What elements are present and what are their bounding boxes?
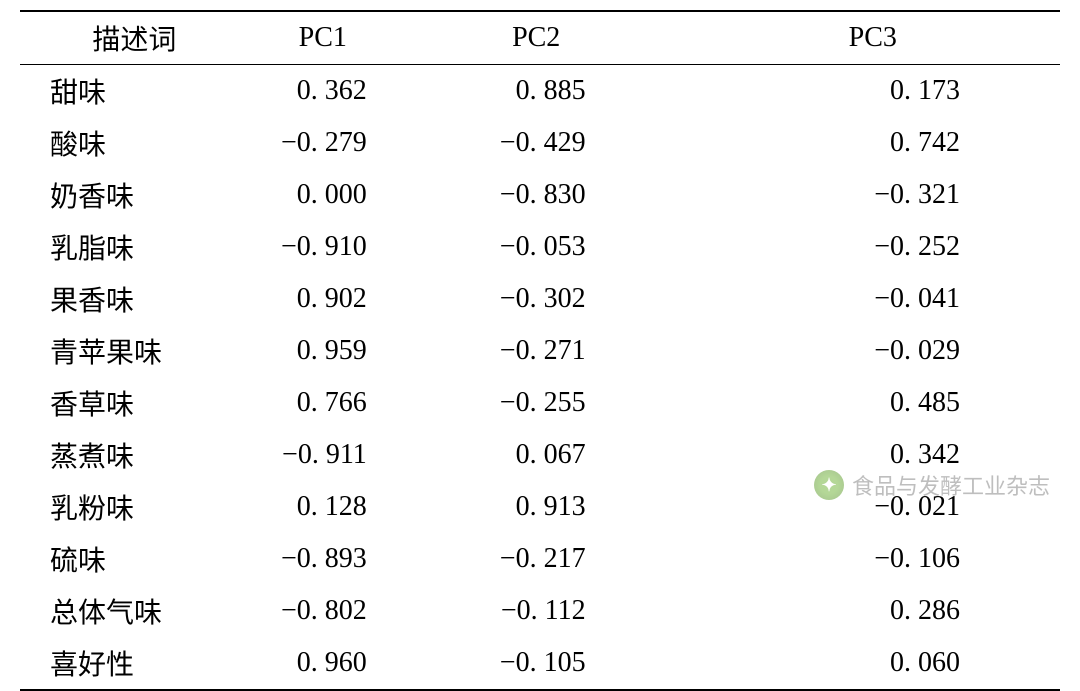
row-label: 总体气味	[20, 585, 249, 637]
row-value: 0. 766	[249, 377, 457, 429]
table-row: 青苹果味0. 959−0. 271−0. 029	[20, 325, 1060, 377]
row-label: 青苹果味	[20, 325, 249, 377]
row-label: 香草味	[20, 377, 249, 429]
row-value: −0. 252	[686, 221, 1060, 273]
table-header-row: 描述词 PC1 PC2 PC3	[20, 11, 1060, 65]
row-value: −0. 112	[457, 585, 686, 637]
row-value: 0. 362	[249, 65, 457, 118]
row-value: −0. 893	[249, 533, 457, 585]
row-value: −0. 802	[249, 585, 457, 637]
row-value: −0. 911	[249, 429, 457, 481]
row-label: 乳粉味	[20, 481, 249, 533]
row-value: −0. 302	[457, 273, 686, 325]
row-value: 0. 913	[457, 481, 686, 533]
row-value: 0. 000	[249, 169, 457, 221]
row-value: −0. 321	[686, 169, 1060, 221]
table-row: 喜好性0. 960−0. 1050. 060	[20, 637, 1060, 690]
row-value: −0. 830	[457, 169, 686, 221]
row-value: 0. 902	[249, 273, 457, 325]
col-header-pc3: PC3	[686, 11, 1060, 65]
table-row: 奶香味0. 000−0. 830−0. 321	[20, 169, 1060, 221]
watermark-text: 食品与发酵工业杂志	[852, 469, 1050, 501]
row-value: 0. 959	[249, 325, 457, 377]
col-header-descriptor: 描述词	[20, 11, 249, 65]
table-row: 酸味−0. 279−0. 4290. 742	[20, 117, 1060, 169]
watermark: ✦ 食品与发酵工业杂志	[814, 469, 1050, 501]
row-value: 0. 485	[686, 377, 1060, 429]
row-value: −0. 910	[249, 221, 457, 273]
row-label: 酸味	[20, 117, 249, 169]
table-row: 甜味0. 3620. 8850. 173	[20, 65, 1060, 118]
row-value: 0. 742	[686, 117, 1060, 169]
row-label: 硫味	[20, 533, 249, 585]
row-value: −0. 255	[457, 377, 686, 429]
row-value: 0. 960	[249, 637, 457, 690]
table-row: 硫味−0. 893−0. 217−0. 106	[20, 533, 1060, 585]
watermark-icon-glyph: ✦	[821, 475, 836, 496]
table-row: 乳脂味−0. 910−0. 053−0. 252	[20, 221, 1060, 273]
col-header-pc1: PC1	[249, 11, 457, 65]
row-value: 0. 060	[686, 637, 1060, 690]
row-label: 奶香味	[20, 169, 249, 221]
table-row: 果香味0. 902−0. 302−0. 041	[20, 273, 1060, 325]
wechat-icon: ✦	[814, 470, 844, 500]
row-value: −0. 429	[457, 117, 686, 169]
row-value: −0. 106	[686, 533, 1060, 585]
row-value: −0. 029	[686, 325, 1060, 377]
row-label: 蒸煮味	[20, 429, 249, 481]
row-value: 0. 067	[457, 429, 686, 481]
table-body: 甜味0. 3620. 8850. 173酸味−0. 279−0. 4290. 7…	[20, 65, 1060, 691]
pca-loadings-table: 描述词 PC1 PC2 PC3 甜味0. 3620. 8850. 173酸味−0…	[20, 10, 1060, 691]
row-value: 0. 128	[249, 481, 457, 533]
row-value: 0. 173	[686, 65, 1060, 118]
row-value: −0. 217	[457, 533, 686, 585]
row-value: 0. 885	[457, 65, 686, 118]
row-label: 果香味	[20, 273, 249, 325]
row-value: −0. 105	[457, 637, 686, 690]
row-value: −0. 279	[249, 117, 457, 169]
table-row: 香草味0. 766−0. 2550. 485	[20, 377, 1060, 429]
row-value: 0. 286	[686, 585, 1060, 637]
row-label: 乳脂味	[20, 221, 249, 273]
row-label: 甜味	[20, 65, 249, 118]
col-header-pc2: PC2	[457, 11, 686, 65]
table-row: 总体气味−0. 802−0. 1120. 286	[20, 585, 1060, 637]
row-label: 喜好性	[20, 637, 249, 690]
row-value: −0. 053	[457, 221, 686, 273]
row-value: −0. 271	[457, 325, 686, 377]
row-value: −0. 041	[686, 273, 1060, 325]
